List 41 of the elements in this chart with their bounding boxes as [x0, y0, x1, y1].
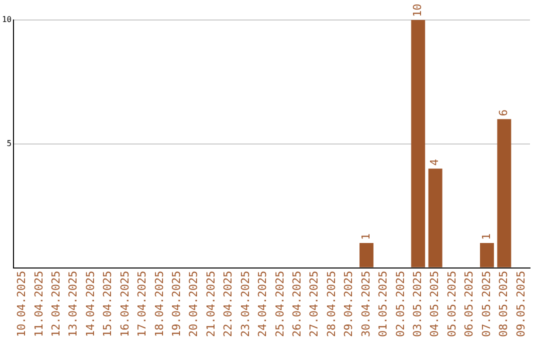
bar	[360, 242, 374, 268]
x-tick-label: 28.04.2025	[324, 270, 338, 338]
x-tick-label: 12.04.2025	[50, 270, 63, 338]
x-tick-label: 06.05.2025	[462, 270, 476, 338]
bar	[428, 168, 442, 268]
data-label: 1	[359, 233, 372, 240]
x-tick-label: 14.04.2025	[84, 270, 97, 338]
x-tick-label: 23.04.2025	[238, 270, 252, 338]
data-label: 4	[428, 158, 442, 166]
x-tick-label: 02.05.2025	[394, 270, 407, 338]
bar	[497, 119, 512, 268]
x-tick-label: 01.05.2025	[376, 270, 390, 338]
x-tick-label: 24.04.2025	[256, 270, 270, 338]
y-tick-label: 5	[6, 138, 12, 148]
x-tick-label: 11.04.2025	[32, 270, 46, 338]
x-tick-label: 03.05.2025	[410, 270, 424, 338]
data-label: 1	[480, 233, 493, 240]
x-tick-label: 04.05.2025	[428, 270, 442, 338]
x-tick-label: 16.04.2025	[118, 270, 132, 338]
x-tick-label: 07.05.2025	[480, 270, 493, 338]
x-tick-label: 21.04.2025	[204, 270, 218, 338]
x-tick-label: 26.04.2025	[290, 270, 304, 338]
x-tick-label: 18.04.2025	[152, 270, 166, 338]
data-label: 10	[410, 4, 424, 17]
x-tick-label: 08.05.2025	[497, 270, 510, 338]
x-tick-label: 17.04.2025	[136, 270, 149, 338]
bar	[480, 242, 494, 268]
x-tick-label: 10.04.2025	[15, 270, 28, 338]
x-tick-label: 09.05.2025	[514, 270, 528, 338]
x-tick-label: 30.04.2025	[359, 270, 372, 338]
x-tick-label: 19.04.2025	[170, 270, 184, 338]
x-tick-label: 25.04.2025	[273, 270, 286, 338]
data-label: 6	[497, 109, 510, 116]
x-tick-label: 22.04.2025	[222, 270, 235, 338]
x-tick-label: 29.04.2025	[342, 270, 356, 338]
x-tick-label: 15.04.2025	[101, 270, 114, 338]
x-tick-label: 27.04.2025	[308, 270, 321, 338]
x-tick-label: 05.05.2025	[445, 270, 458, 338]
x-tick-label: 20.04.2025	[187, 270, 200, 338]
x-tick-label: 13.04.2025	[66, 270, 80, 338]
bar	[411, 20, 426, 268]
